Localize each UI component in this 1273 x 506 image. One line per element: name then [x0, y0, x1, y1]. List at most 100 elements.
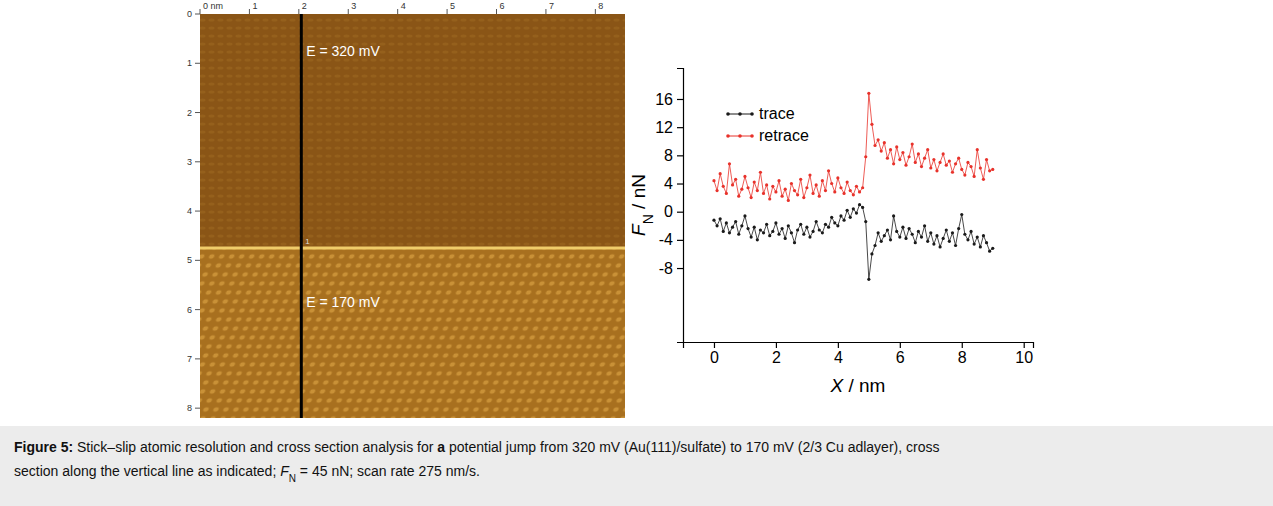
data-point	[929, 166, 932, 169]
data-point	[935, 234, 938, 237]
ruler-tick	[397, 9, 398, 14]
data-point	[818, 228, 821, 231]
ruler-tick	[200, 9, 201, 14]
data-point	[938, 161, 941, 164]
data-point	[911, 233, 914, 236]
data-point	[951, 171, 954, 174]
data-point	[951, 231, 954, 234]
tick-label: -8	[659, 260, 673, 277]
data-point	[833, 221, 836, 224]
x-axis: 0246810	[684, 342, 1034, 366]
data-point	[942, 237, 945, 240]
tick: 0	[710, 342, 719, 366]
ruler-label: 8	[598, 1, 603, 11]
data-point	[777, 233, 780, 236]
data-point	[932, 242, 935, 245]
data-point	[849, 216, 852, 219]
data-point	[731, 183, 734, 186]
data-point	[734, 178, 737, 181]
legend-marker	[726, 112, 730, 116]
legend-label: retrace	[759, 127, 809, 144]
ruler-tick	[195, 14, 200, 15]
data-point	[858, 203, 861, 206]
data-point	[734, 220, 737, 223]
data-point	[802, 196, 805, 199]
data-point	[836, 224, 839, 227]
potential-label: E = 320 mV	[306, 43, 380, 59]
ruler-label: 0 nm	[203, 1, 223, 11]
data-point	[839, 214, 842, 217]
data-point	[911, 142, 914, 145]
data-point	[722, 185, 725, 188]
data-point	[842, 192, 845, 195]
tick: 4	[664, 175, 683, 192]
tick-label: 6	[896, 349, 905, 366]
data-point	[737, 195, 740, 198]
data-point	[728, 162, 731, 165]
tick: 16	[655, 91, 683, 108]
y-axis-title: FN / nN	[628, 174, 656, 236]
caption-background	[0, 426, 1273, 506]
tick-label: 0	[710, 349, 719, 366]
tick-label: -4	[659, 231, 673, 248]
data-point	[821, 231, 824, 234]
ruler-tick	[195, 309, 200, 310]
ruler-tick	[595, 9, 596, 14]
axis-title-part: N	[640, 214, 656, 224]
cross-section-label: 1	[305, 237, 310, 246]
data-point	[725, 221, 728, 224]
data-point	[824, 223, 827, 226]
data-point	[982, 178, 985, 181]
ruler-label: 2	[302, 1, 307, 11]
data-point	[914, 161, 917, 164]
data-point	[774, 190, 777, 193]
data-point	[793, 241, 796, 244]
data-point	[867, 278, 870, 281]
data-point	[799, 178, 802, 181]
data-point	[846, 209, 849, 212]
data-point	[880, 150, 883, 153]
tick-mark	[677, 183, 683, 184]
ruler-label: 7	[187, 354, 192, 364]
data-point	[920, 235, 923, 238]
data-point	[839, 186, 842, 189]
data-point	[870, 123, 873, 126]
tick: 8	[664, 147, 683, 164]
data-point	[966, 238, 969, 241]
tick-label: 10	[1015, 349, 1033, 366]
ruler-label: 4	[187, 206, 192, 216]
axis-line	[684, 343, 1034, 349]
data-point	[895, 145, 898, 148]
caption-part: = 45 nN; scan rate 275 nm/s.	[296, 463, 480, 479]
tick-mark	[714, 342, 715, 348]
data-point	[746, 186, 749, 189]
data-point	[889, 238, 892, 241]
data-point	[886, 157, 889, 160]
ruler-label: 0	[187, 9, 192, 19]
data-point	[877, 138, 880, 141]
data-point	[864, 220, 867, 223]
data-point	[787, 224, 790, 227]
data-point	[917, 152, 920, 155]
legend-marker	[726, 134, 730, 138]
chart: 0246810-8-40481216FN / nNX / nmtraceretr…	[628, 69, 1034, 397]
tick-label: 8	[958, 349, 967, 366]
data-point	[861, 206, 864, 209]
data-point	[988, 250, 991, 253]
data-point	[781, 195, 784, 198]
image-region-top	[200, 14, 625, 248]
caption-part: N	[289, 473, 296, 484]
data-point	[935, 169, 938, 172]
tick-label: 8	[664, 147, 673, 164]
tick-mark	[677, 155, 683, 156]
data-point	[799, 223, 802, 226]
series-line	[714, 205, 993, 280]
data-point	[948, 240, 951, 243]
data-point	[920, 165, 923, 168]
data-point	[904, 237, 907, 240]
data-point	[901, 151, 904, 154]
caption-part: potential jump from 320 mV (Au(111)/sulf…	[445, 439, 939, 455]
ruler-label: 1	[252, 1, 257, 11]
data-point	[712, 179, 715, 182]
caption-part: section along the vertical line as indic…	[14, 463, 280, 479]
